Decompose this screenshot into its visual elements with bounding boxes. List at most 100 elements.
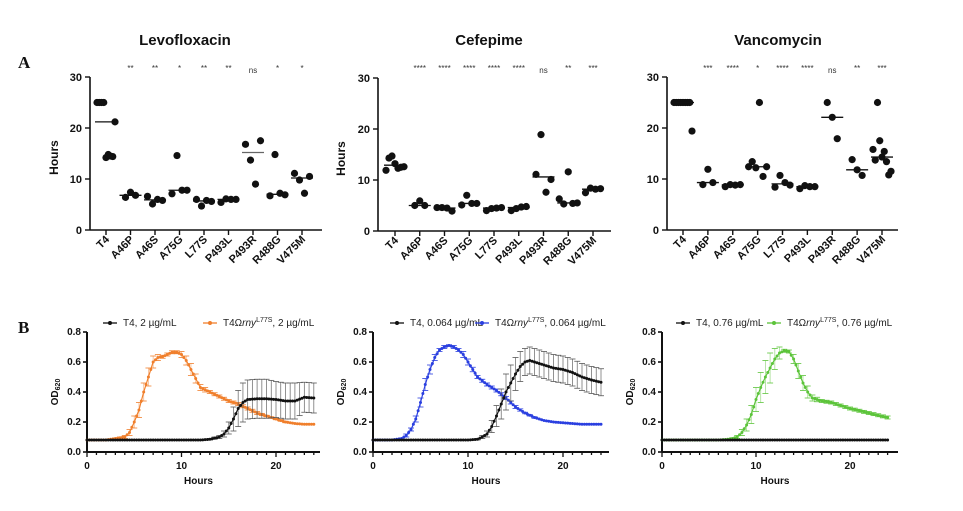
series-marker (511, 403, 515, 407)
series-marker (248, 408, 252, 412)
series-marker (260, 397, 264, 401)
series-marker (205, 389, 209, 393)
series-marker (850, 438, 854, 442)
series-marker (419, 438, 422, 442)
series-marker (535, 361, 539, 365)
series-marker (787, 350, 791, 353)
series-marker (540, 362, 544, 366)
series-marker (817, 438, 821, 442)
series-marker (154, 438, 158, 442)
series-marker (283, 399, 287, 403)
significance-label: * (756, 64, 759, 73)
series-marker (184, 438, 188, 442)
y-axis-label: OD620 (625, 379, 637, 406)
series-marker (599, 380, 603, 384)
series-marker (792, 438, 796, 442)
series-marker (853, 438, 857, 442)
significance-label: ns (249, 66, 257, 75)
series-marker (587, 422, 591, 426)
series-marker (373, 438, 377, 442)
series-marker (286, 420, 290, 424)
series-marker (695, 438, 699, 442)
series-marker (262, 413, 266, 417)
series-marker (580, 375, 584, 379)
series-marker (461, 353, 465, 356)
series-marker (421, 438, 425, 442)
series-marker (191, 372, 195, 376)
legend-swatch-marker (681, 321, 685, 325)
series-marker (672, 438, 676, 442)
series-marker (599, 422, 603, 426)
series-marker (483, 434, 487, 437)
dot-plot-vancomycin: Vancomycin0102030T4A46P***A46S****A75G*L… (647, 32, 898, 267)
data-point (246, 156, 255, 164)
series-marker (118, 438, 122, 442)
series-marker (144, 438, 148, 442)
series-marker (796, 438, 800, 442)
series-marker (738, 438, 742, 442)
series-marker (231, 401, 235, 404)
series-marker (780, 350, 784, 354)
series-marker (745, 438, 749, 442)
series-marker (279, 419, 283, 422)
series-marker (582, 422, 586, 426)
series-marker (778, 351, 781, 355)
series-marker (177, 438, 181, 442)
series-marker (257, 412, 261, 416)
series-marker (535, 416, 539, 420)
series-marker (203, 438, 207, 442)
series-marker (312, 396, 316, 400)
chart-title: Levofloxacin (139, 32, 231, 49)
x-tick-label: A46S (423, 235, 451, 263)
series-marker (196, 438, 200, 442)
significance-label: * (178, 64, 181, 73)
series-marker (305, 395, 309, 399)
legend-swatch-marker (480, 321, 484, 325)
series-marker (480, 435, 484, 439)
data-point (876, 137, 884, 145)
series-marker (111, 438, 115, 442)
series-marker (392, 438, 396, 442)
series-marker (808, 438, 812, 442)
data-point (458, 201, 466, 209)
series-marker (87, 438, 91, 442)
significance-label: ** (127, 64, 133, 73)
series-marker (773, 357, 777, 361)
series-marker (194, 377, 198, 380)
series-marker (454, 347, 458, 350)
significance-label: **** (727, 64, 739, 73)
series-marker (210, 391, 214, 395)
series-marker (879, 438, 883, 442)
series-marker (135, 414, 139, 418)
series-marker (163, 438, 167, 442)
series-marker (789, 353, 793, 357)
series-marker (552, 420, 555, 424)
legend-label: T4ΩrnyL77S, 2 µg/mL (223, 317, 315, 329)
series-marker (490, 425, 494, 428)
data-point (752, 164, 760, 172)
x-tick-label: A46S (133, 234, 161, 262)
series-marker (442, 438, 446, 442)
series-marker (571, 371, 574, 374)
series-marker (846, 438, 850, 442)
series-marker (528, 359, 532, 362)
series-marker (180, 353, 183, 356)
series-marker (707, 438, 711, 442)
series-marker (255, 397, 259, 401)
series-marker (578, 374, 582, 378)
series-marker (867, 438, 871, 442)
series-marker (787, 438, 791, 442)
series-marker (210, 437, 214, 441)
series-marker (554, 420, 558, 424)
y-axis-label: Hours (334, 141, 348, 176)
x-tick-label: V475M (855, 234, 888, 267)
series-marker (383, 438, 387, 442)
legend-label-part: , 2 µg/mL (272, 318, 314, 329)
series-marker (592, 379, 596, 383)
series-marker (754, 398, 758, 401)
series-marker (130, 425, 134, 429)
series-marker (829, 401, 833, 404)
y-axis-label: OD620 (50, 379, 62, 406)
significance-label: **** (488, 64, 500, 73)
series-marker (274, 417, 278, 421)
